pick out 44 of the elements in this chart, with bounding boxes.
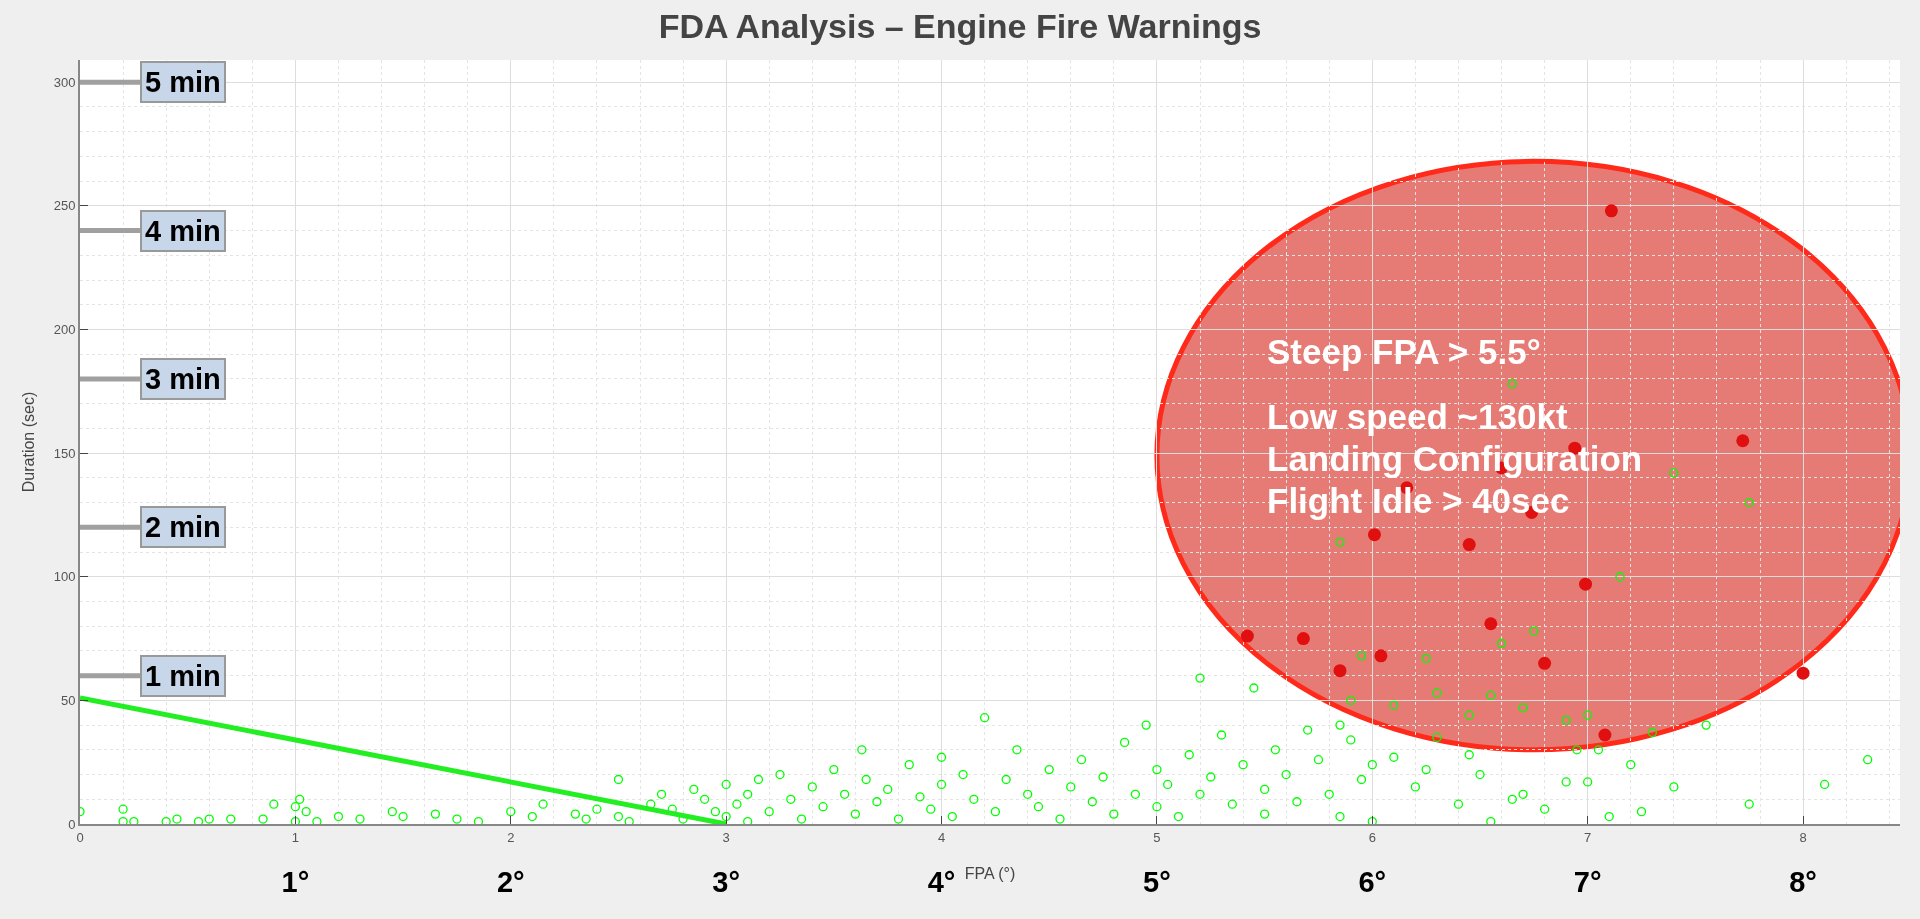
y-tick-label: 200 [53, 322, 76, 338]
x-tick-label: 7 [1584, 829, 1592, 845]
y-tick-label: 300 [53, 74, 76, 90]
ref-line-label: 2 min [145, 511, 221, 543]
x-tick-label: 4 [937, 829, 946, 845]
ref-line-label: 3 min [145, 363, 221, 395]
x-tick-label: 3 [722, 829, 730, 845]
x2-tick-label: 3° [712, 866, 741, 898]
point [1296, 632, 1310, 646]
point [1579, 577, 1593, 591]
x-axis-title: FPA (°) [964, 864, 1016, 882]
x2-tick-label: 8° [1789, 866, 1817, 898]
x2-tick-label: 4° [927, 866, 956, 898]
point [1796, 666, 1810, 680]
point [1598, 728, 1612, 742]
x2-tick-label: 7° [1573, 866, 1602, 898]
ref-line-label: 4 min [145, 215, 221, 247]
x-tick-label: 8 [1799, 829, 1807, 845]
ref-line-label: 5 min [145, 66, 221, 98]
x-tick-label: 5 [1153, 829, 1161, 845]
point [1367, 528, 1381, 542]
x2-tick-label: 1° [281, 866, 310, 898]
x2-tick-label: 2° [496, 866, 525, 898]
y-axis-title: Duration (sec) [20, 391, 38, 493]
x-tick-label: 6 [1368, 829, 1376, 845]
y-tick-label: 0 [68, 816, 76, 832]
point [1333, 664, 1347, 678]
x2-tick-label: 5° [1143, 866, 1171, 898]
x-tick-label: 2 [507, 829, 515, 845]
point [1484, 617, 1498, 631]
point [1462, 538, 1476, 552]
y-tick-label: 100 [53, 569, 76, 585]
point [1538, 656, 1552, 670]
x-tick-label: 1 [291, 829, 299, 845]
chart-title: FDA Analysis – Engine Fire Warnings [658, 6, 1262, 45]
y-tick-label: 50 [60, 692, 76, 708]
y-tick-label: 250 [53, 198, 76, 214]
point [1604, 204, 1618, 218]
point [1736, 434, 1750, 448]
y-tick-label: 150 [53, 445, 76, 461]
x2-tick-label: 6° [1358, 866, 1387, 898]
point [1374, 649, 1388, 663]
point [1240, 629, 1254, 643]
ref-line-label: 1 min [145, 660, 221, 692]
